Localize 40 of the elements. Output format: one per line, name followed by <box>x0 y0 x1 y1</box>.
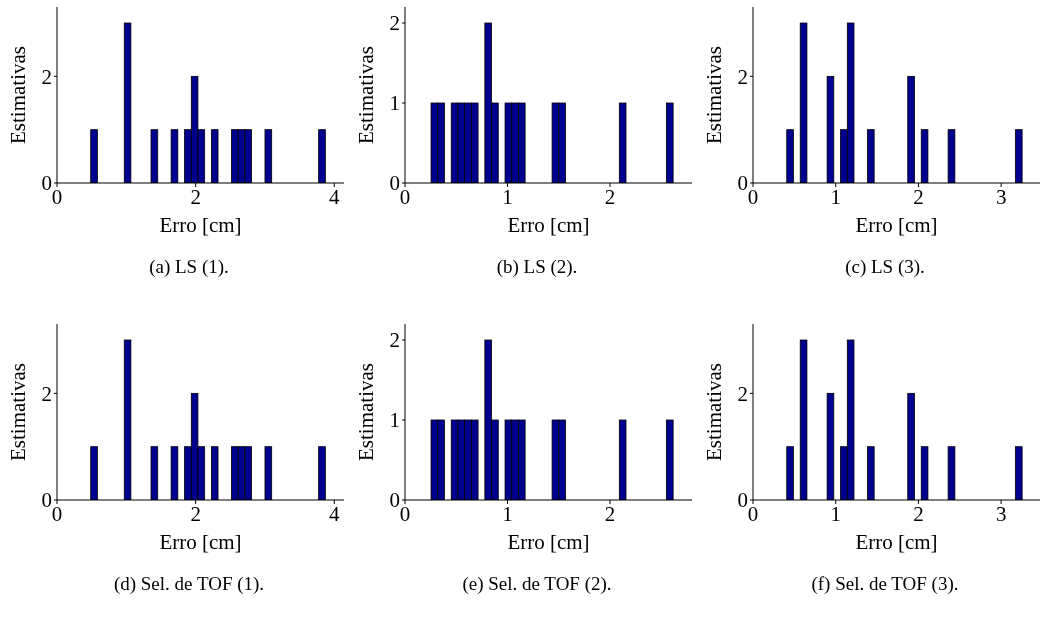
y-tick-label: 2 <box>737 64 748 89</box>
y-axis-title: Estimativas <box>353 363 378 461</box>
text: (f) Sel. de TOF (3). <box>810 573 960 595</box>
y-axis-title: Estimativas <box>5 363 30 461</box>
y-axis-title: Estimativas <box>701 363 726 461</box>
x-tick-label: 1 <box>502 184 513 209</box>
x-axis-title: Erro [cm] <box>507 530 590 554</box>
y-tick-label: 2 <box>737 381 748 406</box>
x-tick-label: 1 <box>830 501 841 526</box>
x-tick-label: 3 <box>995 184 1007 209</box>
y-tick-label: 2 <box>389 328 400 353</box>
y-tick-label: 2 <box>389 11 400 36</box>
text: (d) Sel. de TOF (1). <box>112 573 266 595</box>
x-axis-title: Erro [cm] <box>855 530 938 554</box>
text: (a) LS (1). <box>148 256 230 278</box>
x-tick-label: 1 <box>830 184 841 209</box>
x-tick-label: 1 <box>502 501 513 526</box>
x-tick-label: 4 <box>329 501 341 526</box>
x-tick-label: 3 <box>995 501 1007 526</box>
x-axis-title: Erro [cm] <box>159 530 242 554</box>
x-tick-label: 2 <box>190 184 201 209</box>
x-tick-label: 2 <box>604 501 616 526</box>
y-tick-label: 1 <box>389 91 400 116</box>
y-tick-label: 1 <box>389 408 400 433</box>
x-tick-label: 2 <box>604 184 616 209</box>
x-tick-label: 2 <box>913 501 924 526</box>
y-axis-title: Estimativas <box>701 46 726 144</box>
x-axis-title: Erro [cm] <box>159 213 242 237</box>
x-axis-title: Erro [cm] <box>855 213 938 237</box>
x-tick-label: 4 <box>329 184 341 209</box>
y-axis-title: Estimativas <box>5 46 30 144</box>
y-tick-label: 2 <box>41 381 52 406</box>
text: (e) Sel. de TOF (2). <box>461 573 613 595</box>
x-tick-label: 2 <box>913 184 924 209</box>
y-axis-title: Estimativas <box>353 46 378 144</box>
text: (c) LS (3). <box>844 256 926 278</box>
x-tick-label: 2 <box>190 501 201 526</box>
y-tick-label: 2 <box>41 64 52 89</box>
x-axis-title: Erro [cm] <box>507 213 590 237</box>
text: (b) LS (2). <box>495 256 579 278</box>
